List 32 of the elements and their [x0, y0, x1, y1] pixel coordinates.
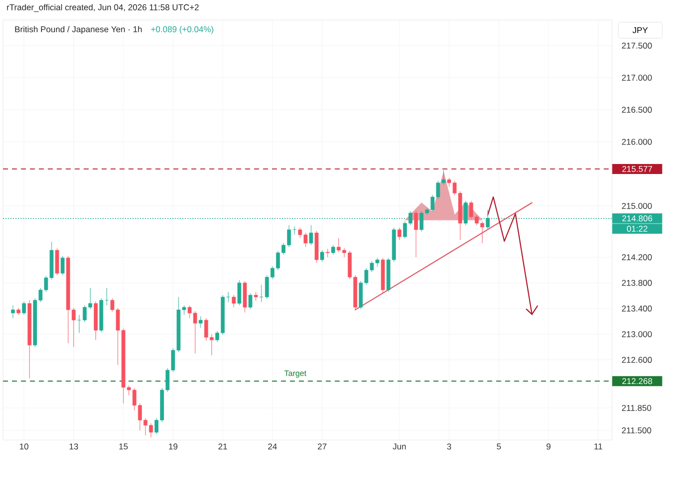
- text: British Pound / Japanese Yen · 1h: [15, 26, 142, 34]
- y-tick-label: 211.500: [622, 427, 652, 434]
- x-tick-label: 11: [594, 444, 602, 450]
- y-axis-title: JPY: [632, 27, 648, 34]
- x-tick-label: 10: [20, 444, 28, 450]
- x-tick-label: 15: [119, 444, 128, 450]
- text: +0.089 (+0.04%): [151, 26, 214, 34]
- x-tick-label: 9: [546, 444, 550, 450]
- y-tick-label: 216.000: [622, 138, 652, 145]
- y-tick-label: 213.800: [622, 280, 652, 286]
- y-tick-label: 215.000: [622, 202, 652, 209]
- y-tick-label: 212.600: [622, 356, 652, 363]
- y-tick-label: 217.500: [622, 42, 652, 49]
- y-tick-label: 214.200: [622, 254, 652, 260]
- ref-line-label: 215.577: [622, 166, 652, 172]
- x-tick-label: 27: [318, 444, 326, 450]
- x-tick-label: 21: [218, 444, 228, 450]
- y-tick-label: 213.000: [622, 331, 652, 338]
- x-tick-label: 3: [447, 444, 452, 450]
- text: 01:22: [626, 226, 648, 232]
- text: rTrader_official created, Jun 04, 2026 11:58 UTC+2: [7, 4, 199, 12]
- y-tick-label: 216.500: [622, 106, 652, 113]
- x-tick-label: 19: [168, 444, 178, 450]
- ref-line-label: 212.268: [622, 378, 652, 384]
- x-tick-label: 24: [268, 444, 277, 450]
- x-tick-label: 13: [70, 444, 78, 450]
- ref-line-label: 214.806: [622, 215, 652, 222]
- y-tick-label: 217.000: [622, 74, 652, 81]
- y-tick-label: 213.400: [622, 306, 652, 312]
- x-tick-label: Jun: [392, 444, 406, 450]
- y-tick-label: 211.850: [622, 404, 652, 411]
- x-tick-label: 5: [496, 444, 501, 450]
